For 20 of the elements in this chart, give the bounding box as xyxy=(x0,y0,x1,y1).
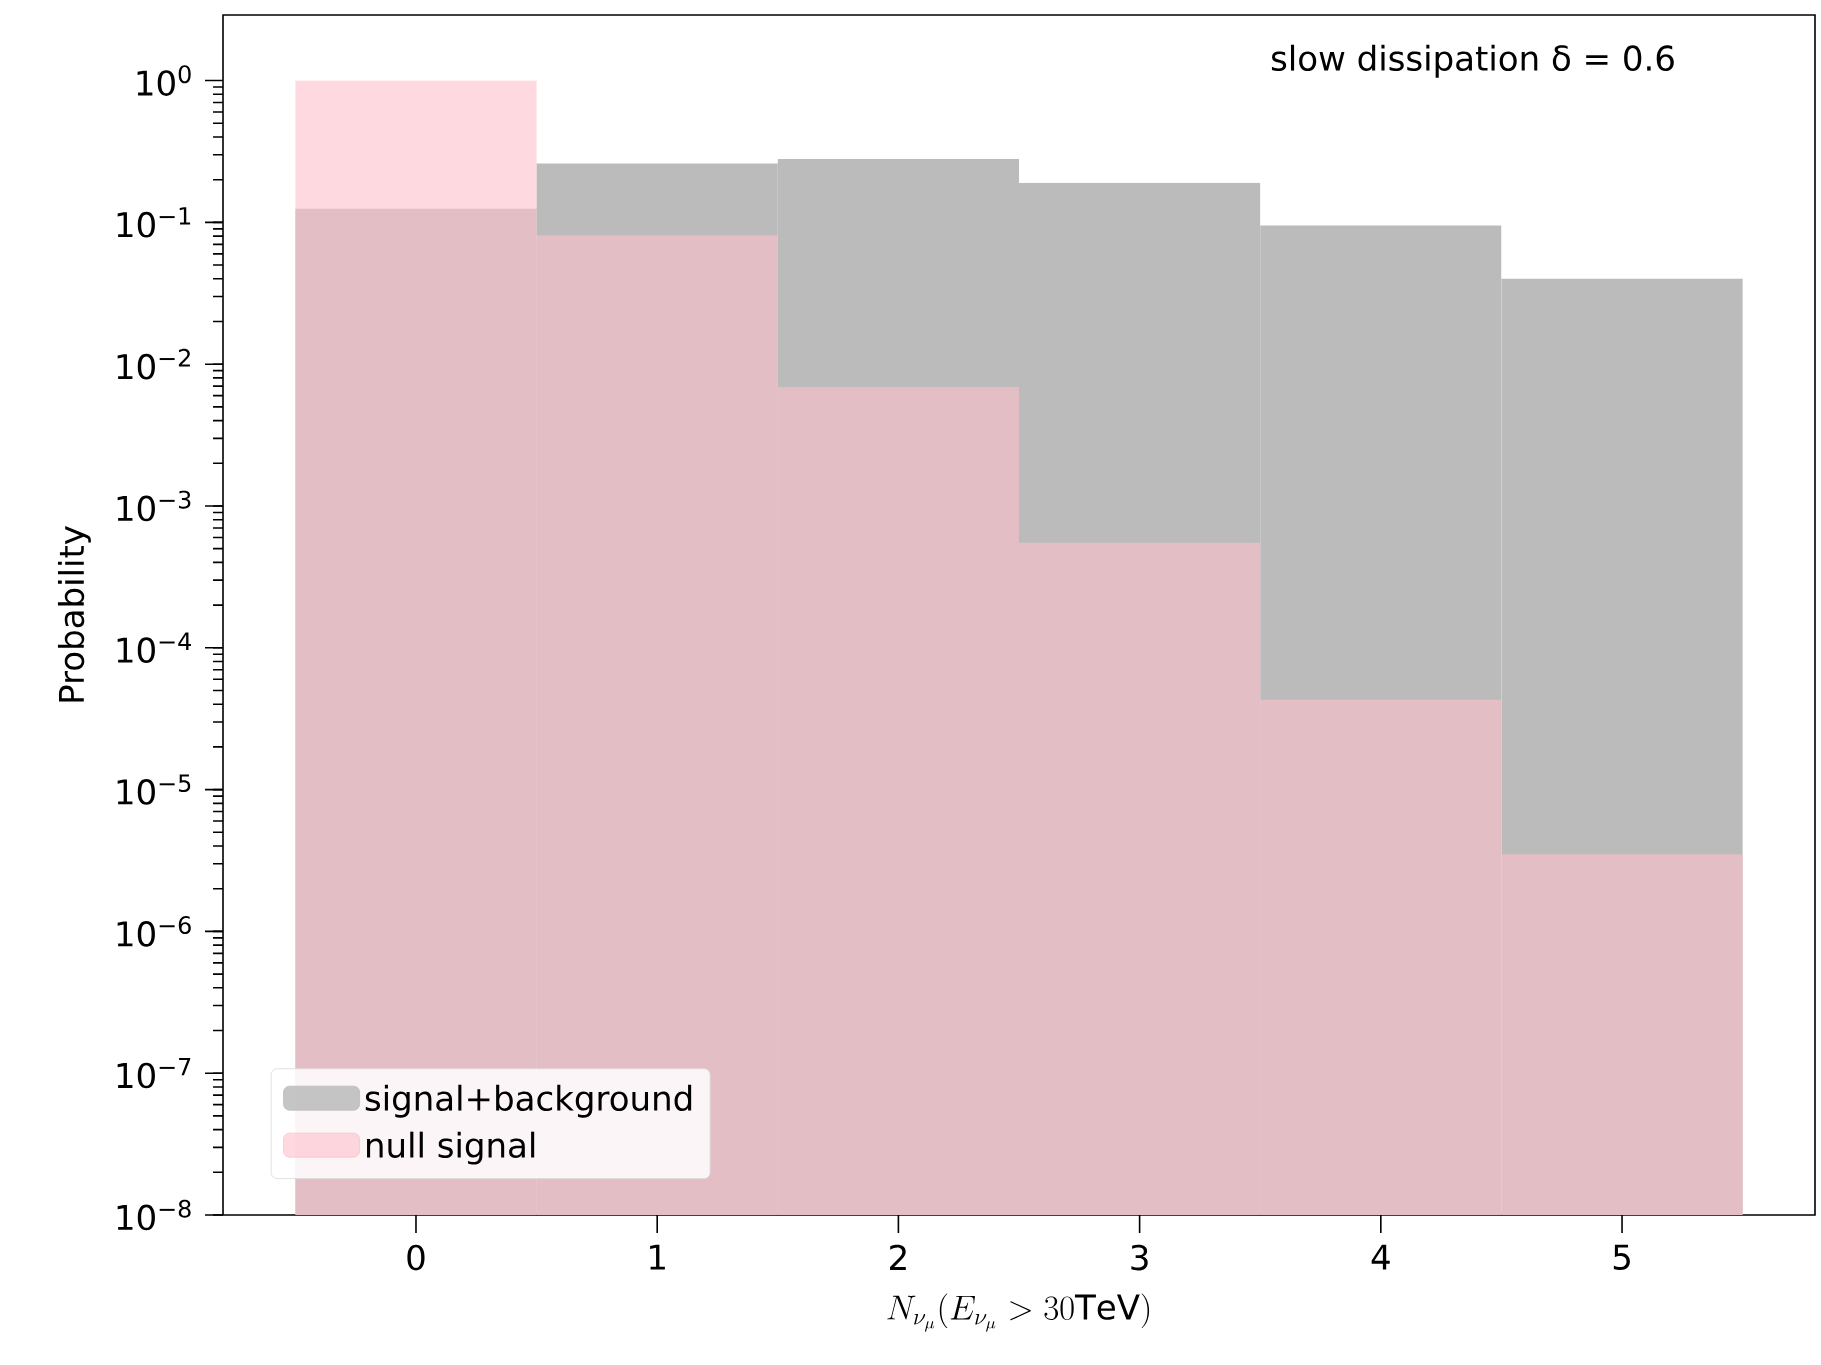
y-tick-label: 10$^{−5}$ xyxy=(117,774,191,805)
legend-label: signal+background xyxy=(365,1084,692,1118)
x-tick-label: 1 xyxy=(650,1244,665,1270)
x-tick-label: 5 xyxy=(1613,1244,1630,1270)
annotation: slow dissipation δ = 0.6 xyxy=(1271,44,1674,78)
legend-label: null signal xyxy=(367,1131,535,1165)
x-tick-label: 4 xyxy=(1371,1244,1390,1270)
x-tick-label: 2 xyxy=(890,1244,906,1270)
y-tick-label: 10$^{−1}$ xyxy=(117,207,191,238)
x-tick-label: 0 xyxy=(407,1244,425,1271)
y-axis-title: Probability xyxy=(57,526,91,702)
y-tick-label: 10$^{−2}$ xyxy=(117,348,190,380)
y-tick-label: 10$^{0}$ xyxy=(137,65,191,96)
y-tick-label: 10$^{−4}$ xyxy=(117,632,191,663)
y-tick-label: 10$^{−8}$ xyxy=(117,1199,191,1231)
x-axis-title: $N_{\nu_\mu}(E_{\nu_\mu}>30\mathrm{TeV})$ xyxy=(887,1293,1150,1332)
y-tick-label: 10$^{−3}$ xyxy=(117,490,191,522)
y-tick-label: 10$^{−7}$ xyxy=(117,1058,191,1089)
y-tick-label: 10$^{−6}$ xyxy=(117,916,191,947)
x-tick-label: 3 xyxy=(1131,1244,1148,1271)
